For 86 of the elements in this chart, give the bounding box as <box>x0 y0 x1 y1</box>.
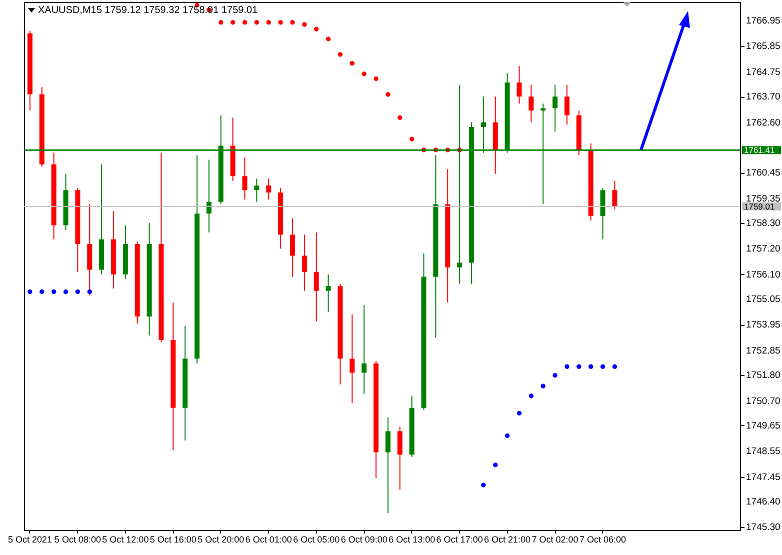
chart-title: XAUUSD,M15 1759.12 1759.32 1758.91 1759.01 <box>38 5 258 16</box>
x-tick-label: 5 Oct 20:00 <box>198 534 244 544</box>
point <box>51 289 56 294</box>
candlestick <box>326 274 331 312</box>
point <box>40 289 44 294</box>
candlestick <box>385 416 390 514</box>
point <box>242 20 248 25</box>
y-tick-label: 1750.70 <box>746 396 780 407</box>
x-tick-label: 6 Oct 17:00 <box>436 534 483 544</box>
point <box>600 364 606 369</box>
ref-line-label: 1761.41 <box>744 145 775 156</box>
x-tick-label: 7 Oct 02:00 <box>532 534 578 544</box>
point <box>409 136 414 142</box>
point <box>278 20 283 25</box>
point <box>493 462 498 468</box>
point <box>362 72 366 76</box>
y-tick-label: 1764.75 <box>746 66 780 78</box>
point <box>28 289 32 294</box>
y-tick-label: 1760.45 <box>746 168 780 179</box>
y-tick-label: 1752.85 <box>746 345 780 356</box>
candlestick <box>362 304 367 394</box>
point <box>398 115 402 120</box>
x-tick-label: 7 Oct 06:00 <box>580 534 626 544</box>
point <box>75 289 80 294</box>
candlestick <box>266 178 272 200</box>
y-tick-label: 1765.85 <box>746 41 780 52</box>
y-tick-label: 1762.60 <box>746 117 780 128</box>
candlestick <box>314 232 319 322</box>
y-tick-label: 1763.70 <box>746 92 780 103</box>
candlestick <box>528 84 534 123</box>
candlestick <box>290 218 295 278</box>
x-tick-label: 6 Oct 05:00 <box>293 534 340 544</box>
y-tick-label: 1758.30 <box>746 218 780 229</box>
candlestick <box>612 180 618 210</box>
point <box>588 364 594 369</box>
point <box>338 52 343 57</box>
x-tick-label: 6 Oct 01:00 <box>245 534 292 544</box>
point <box>87 289 92 294</box>
y-tick-label: 1746.40 <box>746 496 780 508</box>
x-tick-label: 5 Oct 2021 <box>8 534 52 544</box>
point <box>481 482 486 488</box>
point <box>230 20 236 25</box>
candlestick <box>350 314 355 404</box>
y-tick-label: 1755.05 <box>746 294 780 305</box>
point <box>302 22 307 27</box>
y-tick-label: 1751.80 <box>746 370 780 382</box>
y-tick-label: 1766.95 <box>746 15 780 26</box>
point <box>528 394 534 398</box>
point <box>350 60 355 66</box>
y-tick-label: 1749.65 <box>746 420 780 432</box>
y-tick-label: 1748.55 <box>746 446 780 458</box>
point <box>564 364 570 369</box>
y-tick-label: 1745.30 <box>746 522 780 534</box>
point <box>374 76 378 82</box>
candlestick <box>397 426 402 490</box>
point <box>540 384 546 388</box>
point <box>612 364 618 369</box>
candlestick <box>254 178 260 202</box>
x-tick-label: 5 Oct 16:00 <box>150 534 196 544</box>
y-tick-label: 1757.20 <box>746 244 780 255</box>
candlestick <box>206 159 212 233</box>
candlestick <box>302 234 307 292</box>
point <box>552 372 558 378</box>
x-tick-label: 5 Oct 08:00 <box>54 534 101 544</box>
candlestick <box>564 84 570 126</box>
y-tick-label: 1756.10 <box>746 269 780 280</box>
point <box>290 20 295 25</box>
point <box>254 20 260 25</box>
x-tick-label: 6 Oct 13:00 <box>388 534 436 544</box>
point <box>576 364 582 369</box>
x-tick-label: 6 Oct 21:00 <box>484 534 531 544</box>
y-tick-label: 1753.95 <box>746 320 780 331</box>
point <box>218 20 224 25</box>
candlestick <box>242 156 248 200</box>
point <box>266 20 271 25</box>
x-tick-label: 6 Oct 09:00 <box>340 534 388 544</box>
candlestick <box>552 84 558 132</box>
point <box>386 92 390 97</box>
point <box>504 433 510 438</box>
point <box>314 26 319 32</box>
y-tick-label: 1747.45 <box>746 472 780 483</box>
point <box>326 36 331 42</box>
point <box>63 289 68 294</box>
point <box>516 410 522 416</box>
x-tick-label: 5 Oct 12:00 <box>102 534 149 544</box>
candlestick <box>516 66 522 104</box>
